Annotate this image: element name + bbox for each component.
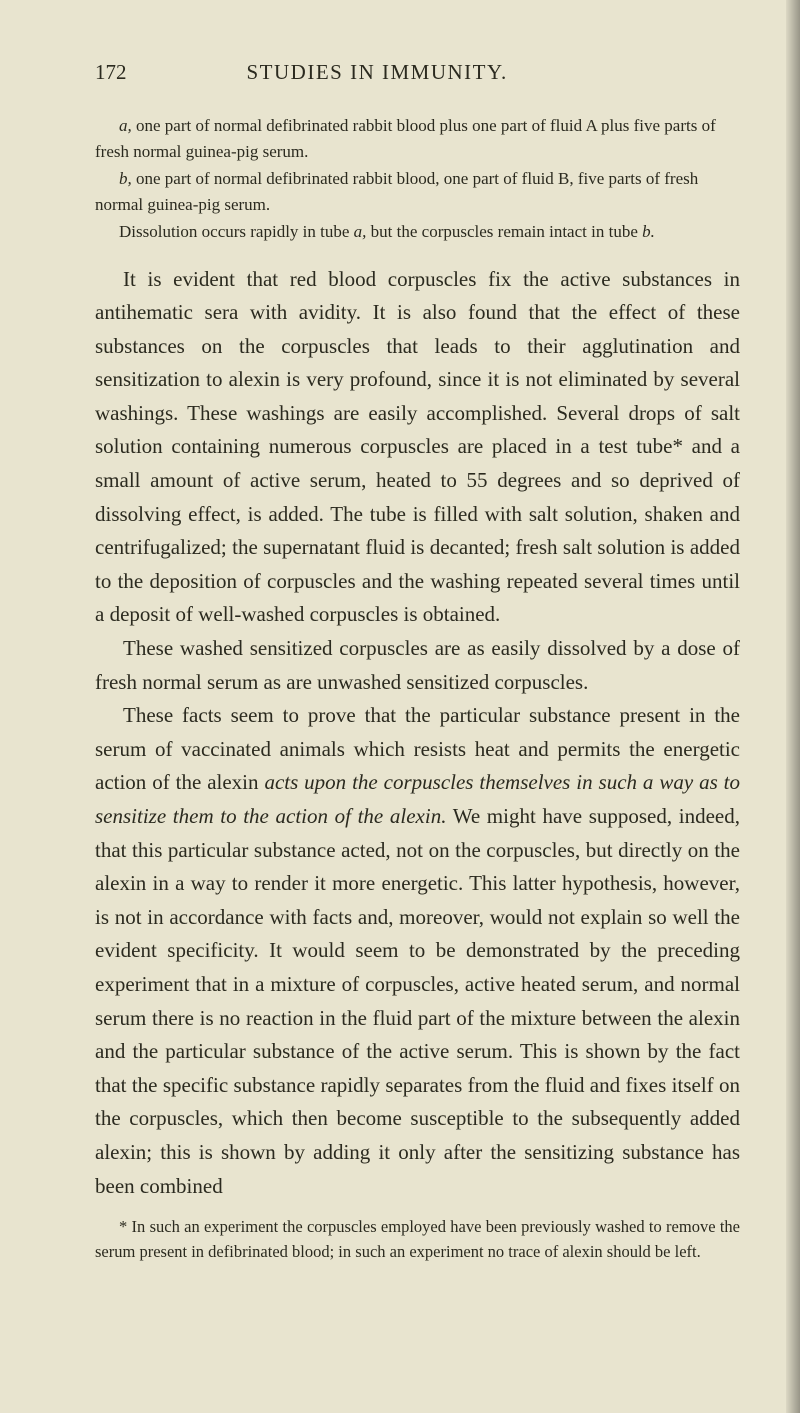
note-b-prefix: b, xyxy=(119,169,132,188)
footnote: * In such an experiment the corpuscles e… xyxy=(95,1215,740,1265)
note-dissolution-a: a, xyxy=(354,222,367,241)
note-dissolution-mid: but the corpuscles remain intact in tube xyxy=(366,222,642,241)
note-dissolution: Dissolution occurs rapidly in tube a, bu… xyxy=(95,219,740,245)
note-b: b, one part of normal defibrinated rabbi… xyxy=(95,166,740,217)
note-a-prefix: a, xyxy=(119,116,132,135)
note-dissolution-b: b. xyxy=(642,222,655,241)
page-right-edge-shadow xyxy=(786,0,800,1413)
paragraph-2: These washed sensitized corpuscles are a… xyxy=(95,632,740,699)
notes-block: a, one part of normal defibrinated rabbi… xyxy=(95,113,740,245)
note-dissolution-pre: Dissolution occurs rapidly in tube xyxy=(119,222,354,241)
paragraph-1: It is evident that red blood corpuscles … xyxy=(95,263,740,633)
paragraph-3-post: We might have supposed, indeed, that thi… xyxy=(95,804,740,1198)
page-header: 172 STUDIES IN IMMUNITY. xyxy=(95,60,740,85)
page-number: 172 xyxy=(95,60,127,85)
note-a-text: one part of normal defibrinated rabbit b… xyxy=(95,116,716,161)
note-b-text: one part of normal defibrinated rabbit b… xyxy=(95,169,698,214)
note-a: a, one part of normal defibrinated rabbi… xyxy=(95,113,740,164)
page-title: STUDIES IN IMMUNITY. xyxy=(247,60,508,85)
body-text: It is evident that red blood corpuscles … xyxy=(95,263,740,1204)
paragraph-3: These facts seem to prove that the parti… xyxy=(95,699,740,1203)
